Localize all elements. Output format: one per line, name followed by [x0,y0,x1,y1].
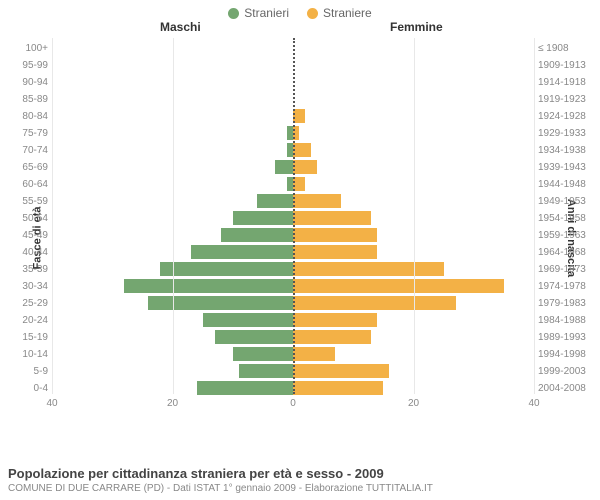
legend-dot-female [307,8,318,19]
bar-male [257,194,293,208]
birth-label: 1934-1938 [538,142,598,159]
legend-label-female: Straniere [323,6,372,20]
bar-male [233,347,293,361]
legend: Stranieri Straniere [0,0,600,20]
age-label: 75-79 [0,125,48,142]
age-label: 100+ [0,40,48,57]
chart-footer: Popolazione per cittadinanza straniera p… [8,466,433,494]
y-left-labels: 100+95-9990-9485-8980-8475-7970-7465-696… [0,40,48,397]
age-label: 95-99 [0,57,48,74]
x-tick: 20 [167,398,178,409]
footer-subtitle: COMUNE DI DUE CARRARE (PD) - Dati ISTAT … [8,483,433,494]
age-label: 55-59 [0,193,48,210]
birth-label: 1964-1968 [538,244,598,261]
x-tick: 20 [408,398,419,409]
bar-female [293,381,383,395]
bar-male [203,313,293,327]
center-line [293,38,295,394]
birth-label: 1949-1953 [538,193,598,210]
footer-title: Popolazione per cittadinanza straniera p… [8,466,433,481]
birth-label: 1999-2003 [538,363,598,380]
birth-label: 1919-1923 [538,91,598,108]
birth-label: 1914-1918 [538,74,598,91]
age-label: 5-9 [0,363,48,380]
bar-female [293,262,444,276]
bar-female [293,364,389,378]
bar-female [293,194,341,208]
legend-label-male: Stranieri [244,6,289,20]
x-tick: 40 [528,398,539,409]
column-headers: Maschi Femmine [0,20,600,38]
bar-female [293,211,371,225]
bar-male [148,296,293,310]
grid-line [414,38,415,394]
bar-female [293,313,377,327]
age-label: 90-94 [0,74,48,91]
x-tick: 0 [290,398,296,409]
bar-female [293,347,335,361]
age-label: 65-69 [0,159,48,176]
birth-label: 1944-1948 [538,176,598,193]
birth-label: 1929-1933 [538,125,598,142]
bar-male [191,245,293,259]
birth-label: 1984-1988 [538,312,598,329]
birth-label: 1994-1998 [538,346,598,363]
bar-female [293,279,504,293]
birth-label: 1974-1978 [538,278,598,295]
age-label: 50-54 [0,210,48,227]
age-label: 70-74 [0,142,48,159]
bar-female [293,160,317,174]
header-male: Maschi [160,20,201,34]
birth-label: 1939-1943 [538,159,598,176]
grid-line [534,38,535,394]
bar-female [293,228,377,242]
age-label: 80-84 [0,108,48,125]
birth-label: 2004-2008 [538,380,598,397]
bar-male [215,330,293,344]
birth-label: 1969-1973 [538,261,598,278]
plot-area [52,38,534,416]
bar-male [160,262,293,276]
bar-female [293,245,377,259]
birth-label: 1924-1928 [538,108,598,125]
y-right-labels: ≤ 19081909-19131914-19181919-19231924-19… [538,40,598,397]
birth-label: ≤ 1908 [538,40,598,57]
age-label: 35-39 [0,261,48,278]
bar-male [275,160,293,174]
bar-male [124,279,293,293]
bar-male [221,228,293,242]
age-label: 25-29 [0,295,48,312]
age-label: 45-49 [0,227,48,244]
age-label: 30-34 [0,278,48,295]
birth-label: 1989-1993 [538,329,598,346]
bar-female [293,330,371,344]
age-label: 20-24 [0,312,48,329]
age-label: 15-19 [0,329,48,346]
bar-male [233,211,293,225]
birth-label: 1979-1983 [538,295,598,312]
pyramid-chart: Fasce di età Anni di nascita 100+95-9990… [0,38,600,438]
bar-male [197,381,293,395]
x-tick: 40 [46,398,57,409]
legend-dot-male [228,8,239,19]
birth-label: 1909-1913 [538,57,598,74]
bar-male [239,364,293,378]
bar-female [293,296,456,310]
x-axis-ticks: 402002040 [52,398,534,414]
grid-line [173,38,174,394]
legend-item-female: Straniere [307,6,372,20]
legend-item-male: Stranieri [228,6,289,20]
age-label: 10-14 [0,346,48,363]
header-female: Femmine [390,20,443,34]
age-label: 40-44 [0,244,48,261]
age-label: 0-4 [0,380,48,397]
age-label: 85-89 [0,91,48,108]
bar-female [293,143,311,157]
birth-label: 1959-1963 [538,227,598,244]
age-label: 60-64 [0,176,48,193]
birth-label: 1954-1958 [538,210,598,227]
grid-line [52,38,53,394]
